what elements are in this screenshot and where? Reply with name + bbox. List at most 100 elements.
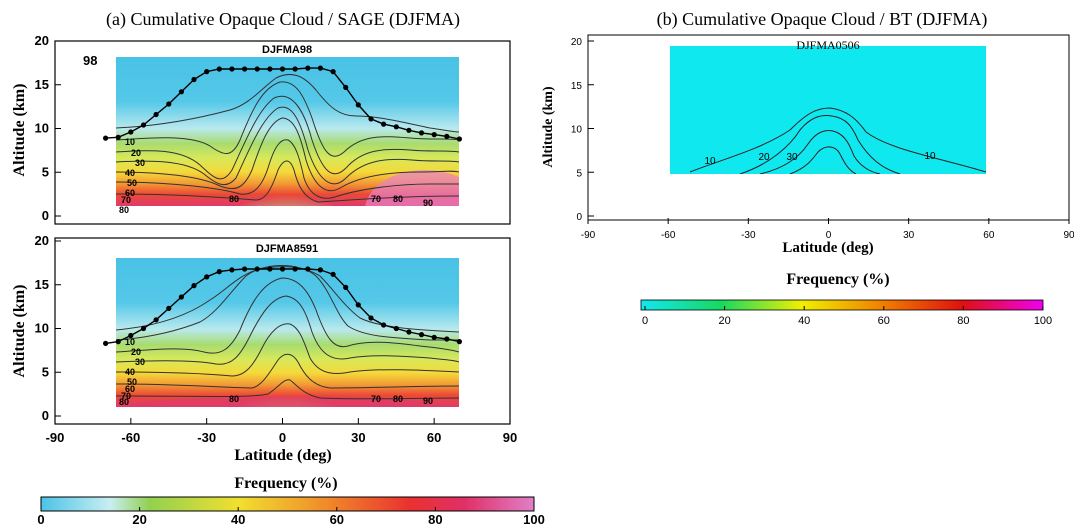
chart-b: DJFMA0506 05101520 -90 -60 -30 0 30 60 90 10 20… <box>541 35 1074 266</box>
y-tick-label: 15 <box>35 77 49 92</box>
panel-a-title: (a) Cumulative Opaque Cloud / SAGE (DJFM… <box>106 9 460 30</box>
chart-a2-x-ticks: -90 -60 -30 0 30 60 90 <box>46 418 518 445</box>
tropopause-point <box>141 122 146 127</box>
colorbar-a-title: Frequency (%) <box>234 475 337 492</box>
chart-a1-ylabel: Altitude (km) <box>11 84 28 177</box>
tropopause-point <box>394 124 399 129</box>
chart-a1-subtitle: DJFMA98 <box>262 44 312 56</box>
tropopause-point <box>356 302 361 307</box>
y-tick-label: 5 <box>42 164 49 179</box>
x-tick-label: -90 <box>46 430 65 445</box>
tropopause-point <box>331 69 336 74</box>
tropopause-point <box>368 116 373 121</box>
contour-label: 20 <box>758 152 770 163</box>
tropopause-point <box>128 129 133 134</box>
tropopause-point <box>141 326 146 331</box>
contour-label: 10 <box>125 337 135 347</box>
tropopause-point <box>305 66 310 71</box>
contour-label: 80 <box>229 394 239 404</box>
tropopause-point <box>204 69 209 74</box>
tropopause-point <box>242 266 247 271</box>
contour-label: 10 <box>704 156 716 167</box>
tropopause-point <box>293 66 298 71</box>
chart-a2-ylabel: Altitude (km) <box>11 285 28 378</box>
y-tick-label: 10 <box>571 125 583 136</box>
tropopause-point <box>204 274 209 279</box>
colorbar-b-bar <box>641 300 1043 310</box>
panel-b-title: (b) Cumulative Opaque Cloud / BT (DJFMA) <box>657 9 988 30</box>
tropopause-point <box>166 306 171 311</box>
tropopause-point <box>242 66 247 71</box>
tropopause-point <box>368 315 373 320</box>
tropopause-point <box>179 294 184 299</box>
tropopause-point <box>229 66 234 71</box>
y-tick-label: 5 <box>42 364 49 379</box>
tropopause-point <box>267 66 272 71</box>
tropopause-point <box>191 77 196 82</box>
colorbar-tick-label: 100 <box>523 512 545 527</box>
tropopause-point <box>217 66 222 71</box>
tropopause-point <box>394 326 399 331</box>
y-tick-label: 15 <box>571 81 583 92</box>
tropopause-point <box>166 101 171 106</box>
chart-b-subtitle: DJFMA0506 <box>796 38 859 52</box>
colorbar-tick-label: 60 <box>878 315 890 327</box>
y-tick-label: 15 <box>35 277 49 292</box>
colorbar-tick-label: 0 <box>37 512 44 527</box>
tropopause-point <box>305 266 310 271</box>
tropopause-point <box>154 317 159 322</box>
x-tick-label: 90 <box>503 430 517 445</box>
tropopause-point <box>293 266 298 271</box>
colorbar-tick-label: 40 <box>231 512 245 527</box>
tropopause-point <box>343 85 348 90</box>
tropopause-point <box>280 66 285 71</box>
tropopause-point <box>406 128 411 133</box>
y-tick-label: 10 <box>35 321 49 336</box>
y-tick-label: 20 <box>35 33 49 48</box>
colorbar-a-bar <box>41 497 534 511</box>
tropopause-point <box>255 66 260 71</box>
colorbar-tick-label: 0 <box>642 315 648 327</box>
colorbar-tick-label: 20 <box>718 315 730 327</box>
y-tick-label: 20 <box>35 233 49 248</box>
chart-a1-year-label: 98 <box>83 53 97 68</box>
y-tick-label: 20 <box>571 37 583 48</box>
tropopause-point <box>318 267 323 272</box>
chart-b-xlabel: Latitude (deg) <box>782 240 873 256</box>
colorbar-tick-label: 20 <box>132 512 146 527</box>
y-tick-label: 0 <box>42 208 49 223</box>
chart-a1-y-ticks: 0 5 10 15 20 <box>35 33 61 223</box>
contour-label: 80 <box>229 194 239 204</box>
tropopause-point <box>103 136 108 141</box>
tropopause-point <box>381 322 386 327</box>
contour-label: 20 <box>131 347 141 357</box>
tropopause-point <box>116 135 121 140</box>
tropopause-point <box>419 130 424 135</box>
tropopause-point <box>116 339 121 344</box>
tropopause-point <box>331 272 336 277</box>
x-tick-label: 0 <box>279 430 286 445</box>
contour-label: 30 <box>786 152 798 163</box>
y-tick-label: 0 <box>42 408 49 423</box>
contour-label: 30 <box>135 158 145 168</box>
tropopause-point <box>444 336 449 341</box>
tropopause-point <box>406 329 411 334</box>
tropopause-point <box>267 266 272 271</box>
y-tick-label: 5 <box>576 168 582 179</box>
contour-label: 70 <box>121 195 131 205</box>
contour-label: 70 <box>371 394 381 404</box>
colorbar-tick-label: 80 <box>428 512 442 527</box>
contour-label: 80 <box>393 194 403 204</box>
tropopause-point <box>191 283 196 288</box>
tropopause-point <box>381 122 386 127</box>
x-tick-label: -30 <box>197 430 216 445</box>
colorbar-tick-label: 100 <box>1034 315 1052 327</box>
chart-a2-xlabel: Latitude (deg) <box>234 447 331 464</box>
contour-label: 10 <box>924 151 936 162</box>
contour-label: 50 <box>127 178 137 188</box>
contour-label: 10 <box>125 137 135 147</box>
contour-label: 70 <box>371 194 381 204</box>
tropopause-point <box>217 269 222 274</box>
tropopause-point <box>229 267 234 272</box>
colorbar-tick-label: 60 <box>330 512 344 527</box>
